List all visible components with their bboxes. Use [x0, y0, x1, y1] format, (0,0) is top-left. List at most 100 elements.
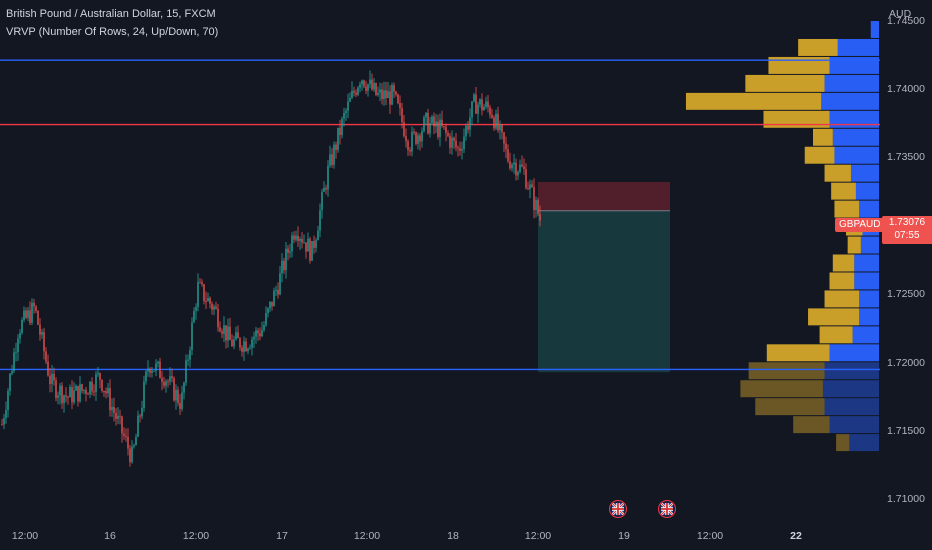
candle-body [517, 171, 519, 176]
time-tick-label: 12:00 [11, 530, 39, 542]
candle-body [3, 418, 5, 425]
candle-body [513, 162, 515, 165]
candle-body [485, 101, 487, 107]
candle-body [249, 347, 251, 349]
price-tick-label: 1.71500 [887, 425, 925, 438]
candle-body [51, 373, 53, 384]
volume-profile-up-bar [829, 416, 879, 434]
candle-body [93, 391, 95, 393]
candle-body [13, 352, 15, 372]
candle-body [43, 332, 45, 352]
candle-body [443, 126, 445, 128]
candle-body [63, 395, 65, 404]
price-tick-label: 1.72500 [887, 288, 925, 301]
candle-body [245, 341, 247, 352]
candle-body [193, 310, 195, 323]
candle-body [533, 187, 535, 211]
candle-body [169, 376, 171, 382]
volume-profile-down-bar [834, 200, 860, 218]
candle-body [459, 148, 461, 151]
candle-body [341, 118, 343, 136]
candle-body [203, 284, 205, 301]
volume-profile-up-bar [855, 182, 879, 200]
candle-body [171, 376, 173, 379]
candle-body [383, 90, 385, 99]
time-tick-label: 22 [790, 530, 802, 542]
volume-profile-up-bar [849, 434, 879, 452]
volume-profile-down-bar [813, 128, 833, 146]
indicator-legend[interactable]: VRVP (Number Of Rows, 24, Up/Down, 70) [6, 26, 219, 38]
volume-profile-up-bar [854, 272, 879, 290]
candle-body [163, 381, 165, 386]
candle-body [137, 415, 139, 437]
candle-body [141, 408, 143, 417]
candle-body [89, 381, 91, 395]
candle-body [9, 373, 11, 391]
candle-body [119, 415, 121, 417]
candle-body [177, 389, 179, 403]
candle-body [299, 238, 301, 241]
candle-body [343, 113, 345, 119]
candle-body [305, 242, 307, 252]
volume-profile-up-bar [852, 326, 879, 344]
volume-profile-down-bar [804, 146, 835, 164]
symbol-title[interactable]: British Pound / Australian Dollar, 15, F… [6, 8, 216, 20]
volume-profile-down-bar [824, 290, 860, 308]
candle-body [271, 301, 273, 307]
candle-body [87, 393, 89, 395]
candle-body [81, 384, 83, 391]
candle-body [83, 389, 85, 391]
candle-body [467, 125, 469, 130]
candle-body [53, 373, 55, 381]
candle-body [531, 184, 533, 188]
candle-body [217, 308, 219, 328]
candle-body [235, 332, 237, 340]
candle-body [17, 338, 19, 352]
candle-body [289, 251, 291, 253]
candle-body [149, 368, 151, 373]
time-tick-label: 12:00 [524, 530, 552, 542]
candle-body [247, 348, 249, 352]
candle-body [537, 200, 539, 214]
volume-profile-down-bar [685, 92, 822, 110]
candle-body [415, 132, 417, 144]
candle-body [345, 110, 347, 114]
candle-body [255, 330, 257, 337]
volume-profile-down-bar [763, 110, 830, 128]
candle-body [99, 373, 101, 380]
candle-body [283, 260, 285, 271]
volume-profile-up-bar [859, 200, 879, 218]
uk-flag-event-icon[interactable] [658, 500, 676, 518]
candle-body [499, 124, 501, 131]
last-price-tag: 1.73076 07:55 [882, 216, 932, 244]
candle-body [325, 187, 327, 190]
candle-body [33, 302, 35, 307]
candle-body [261, 329, 263, 337]
candle-body [393, 85, 395, 92]
volume-profile-up-bar [859, 290, 879, 308]
candle-body [327, 165, 329, 190]
candle-body [111, 407, 113, 411]
candle-body [521, 164, 523, 167]
candle-body [491, 114, 493, 118]
candle-body [535, 200, 537, 211]
uk-flag-event-icon[interactable] [609, 500, 627, 518]
volume-profile-down-bar [824, 164, 851, 182]
time-tick-label: 12:00 [696, 530, 724, 542]
price-tick-label: 1.74500 [887, 14, 925, 27]
volume-profile-up-bar [870, 21, 879, 38]
candle-body [461, 148, 463, 151]
candle-body [125, 436, 127, 438]
candle-body [473, 94, 475, 102]
candle-body [503, 132, 505, 144]
candle-body [463, 136, 465, 149]
candle-body [417, 135, 419, 144]
volume-profile-down-bar [755, 398, 825, 416]
symbol-price-tag: GBPAUD [835, 218, 885, 232]
volume-profile-down-bar [836, 434, 850, 452]
candle-body [135, 436, 137, 446]
candle-body [457, 147, 459, 149]
candle-body [29, 310, 31, 323]
